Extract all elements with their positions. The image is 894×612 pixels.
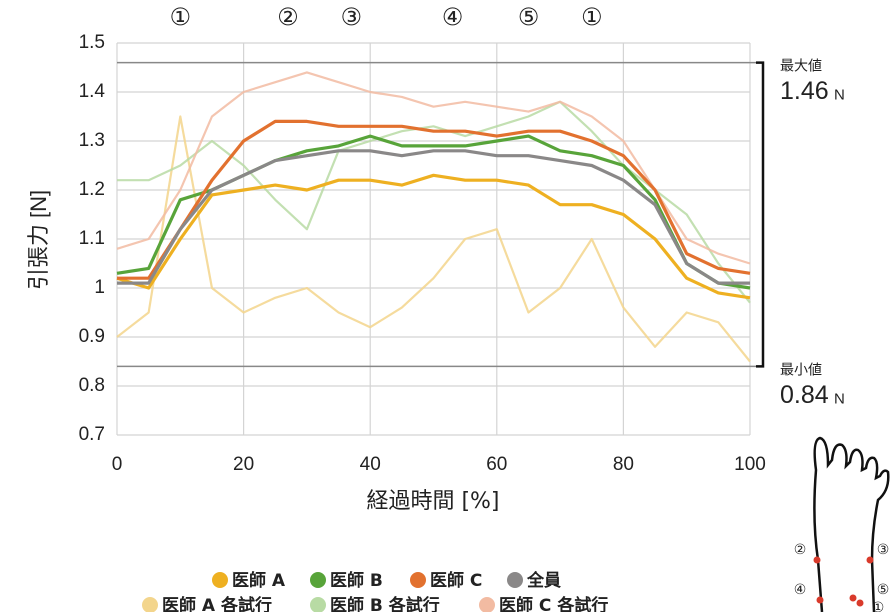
- x-tick-label: 60: [486, 454, 507, 475]
- legend-label: 医師 C 各試行: [499, 595, 608, 612]
- legend-label: 医師 C: [430, 570, 482, 591]
- range-label: 最大値: [780, 59, 822, 75]
- range-unit: N: [834, 87, 845, 104]
- page: {"chart_data": { "type": "line", "ylabel…: [0, 0, 894, 612]
- legend-swatch: [142, 597, 158, 612]
- legend-item: 医師 C 各試行: [479, 595, 608, 612]
- x-tick-label: 40: [360, 454, 381, 475]
- phase-marker: ①: [581, 3, 603, 31]
- range-value: 0.84: [780, 381, 829, 409]
- y-tick-label: 1.4: [79, 81, 106, 102]
- legend-swatch: [410, 572, 426, 588]
- y-axis-label: 引張力 [N]: [26, 190, 51, 290]
- foot-dot: [857, 600, 864, 607]
- foot-dot: [814, 557, 821, 564]
- range-label: 最小値: [780, 362, 822, 378]
- legend-item: 全員: [507, 570, 561, 591]
- legend-swatch: [212, 572, 228, 588]
- range-value: 1.46: [780, 77, 829, 105]
- y-tick-label: 1.1: [79, 228, 105, 249]
- legend-item: 医師 B: [310, 570, 383, 591]
- legend-label: 医師 A 各試行: [162, 595, 272, 612]
- y-tick-label: 1.5: [79, 32, 105, 53]
- y-tick-label: 0.9: [79, 326, 105, 347]
- legend-swatch: [310, 597, 326, 612]
- x-axis-label: 経過時間 [%]: [366, 489, 499, 514]
- legend-label: 医師 B 各試行: [330, 595, 440, 612]
- foot-label: ②: [794, 542, 807, 558]
- legend-item: 医師 A: [212, 570, 286, 591]
- series-line: [117, 136, 750, 288]
- y-tick-label: 1.2: [79, 179, 105, 200]
- legend-label: 医師 A: [232, 570, 286, 591]
- legend-item: 医師 A 各試行: [142, 595, 272, 612]
- phase-marker: ①: [170, 3, 192, 31]
- legend-label: 全員: [526, 570, 561, 591]
- foot-label: ③: [877, 542, 890, 558]
- foot-dots: [814, 557, 874, 607]
- legend-swatch: [310, 572, 326, 588]
- y-tick-label: 0.7: [79, 424, 105, 445]
- legend-item: 医師 B 各試行: [310, 595, 440, 612]
- y-tick-label: 0.8: [79, 375, 105, 396]
- legend-swatch: [479, 597, 495, 612]
- legend-item: 医師 C: [410, 570, 482, 591]
- legend-swatch: [507, 572, 523, 588]
- x-tick-label: 100: [734, 454, 766, 475]
- phase-marker: ②: [277, 3, 299, 31]
- foot-label: ⑤: [877, 582, 890, 598]
- foot-dot: [850, 595, 857, 602]
- x-tick-label: 0: [112, 454, 123, 475]
- x-tick-label: 20: [233, 454, 254, 475]
- legend-label: 医師 B: [330, 570, 383, 591]
- y-tick-label: 1: [94, 277, 105, 298]
- foot-label: ④: [794, 582, 807, 598]
- phase-marker: ④: [442, 3, 464, 31]
- series-line: [117, 72, 750, 263]
- foot-dot: [867, 557, 874, 564]
- chart: 引張力 [N] 経過時間 [%] 0.7 0.8 0.9 1 1.1 1.2 1.3 1.4 1…: [0, 0, 894, 612]
- phase-marker: ③: [340, 3, 362, 31]
- foot-dot: [817, 597, 824, 604]
- x-tick-label: 80: [613, 454, 634, 475]
- range-bracket: [756, 63, 763, 367]
- range-unit: N: [834, 390, 845, 407]
- y-tick-label: 1.3: [79, 130, 105, 151]
- phase-marker: ⑤: [518, 3, 540, 31]
- series-line: [117, 151, 750, 283]
- foot-label: ①: [872, 600, 885, 612]
